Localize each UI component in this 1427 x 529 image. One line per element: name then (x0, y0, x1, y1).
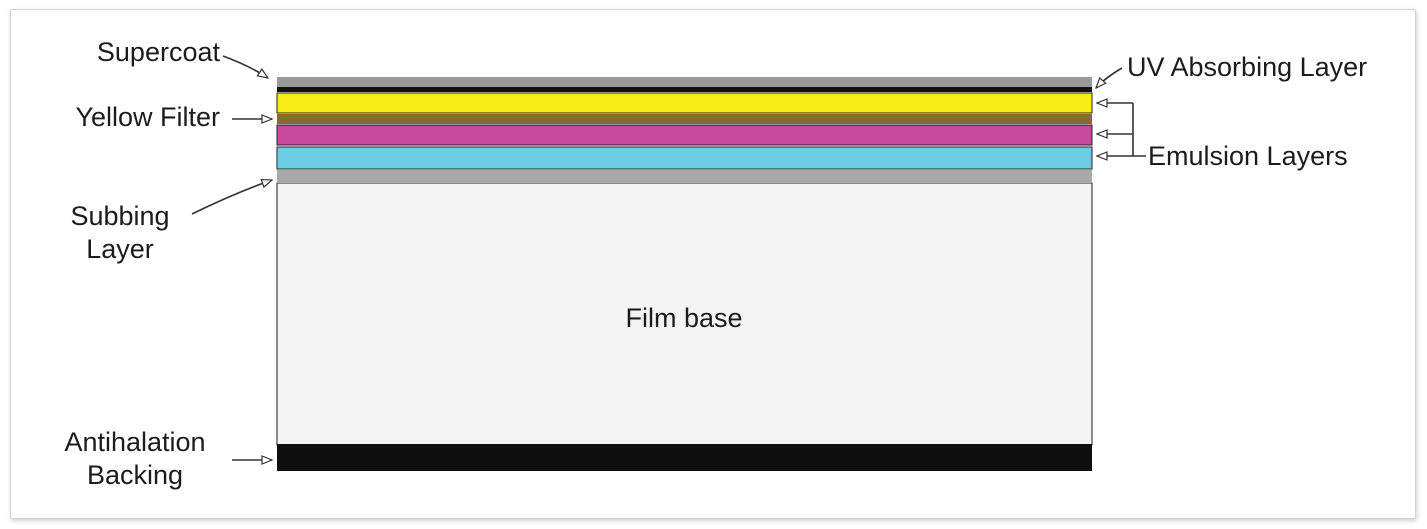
film-base-label: Film base (625, 303, 743, 333)
supercoat-layer (277, 77, 1092, 87)
yellow-emulsion-layer (276, 92, 1093, 114)
subbing-layer-arrow (191, 180, 272, 215)
supercoat-label: Supercoat (96, 37, 220, 67)
yellow-filter-layer (277, 114, 1092, 124)
film-base-layer (276, 182, 1093, 446)
supercoat-arrow (222, 55, 268, 78)
antihalation-backing-layer (277, 444, 1092, 471)
subbing-layer-label-line1: Subbing (70, 201, 170, 231)
uv-absorbing-arrow (1096, 67, 1123, 88)
subbing-layer-label-line2: Layer (86, 234, 154, 264)
emulsion-layers-label: Emulsion Layers (1148, 141, 1348, 171)
cyan-emulsion-layer (276, 146, 1093, 170)
antihalation-label-line2: Backing (86, 460, 184, 490)
subbing-layer (277, 170, 1092, 183)
yellow-filter-label: Yellow Filter (75, 102, 220, 132)
antihalation-label-line1: Antihalation (64, 427, 206, 457)
uv-absorbing-layer (277, 87, 1092, 92)
magenta-emulsion-layer (276, 124, 1093, 146)
uv-absorbing-layer-label: UV Absorbing Layer (1127, 52, 1368, 82)
